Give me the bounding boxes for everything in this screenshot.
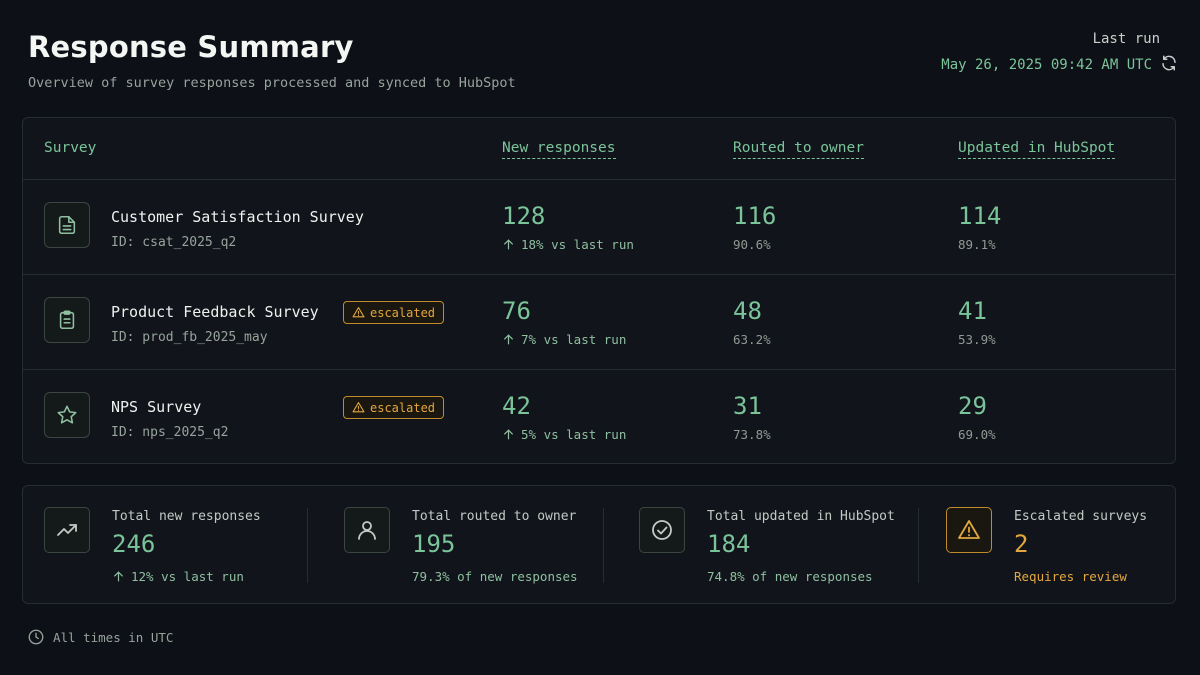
delta-text: 5% vs last run [521, 427, 627, 442]
page-title: Response Summary [28, 30, 354, 64]
survey-id: ID: prod_fb_2025_may [111, 330, 268, 345]
updated-value: 41 [958, 297, 987, 325]
survey-id: ID: csat_2025_q2 [111, 235, 237, 250]
summary-value: 246 [112, 530, 156, 558]
badge-label: escalated [370, 400, 436, 415]
arrow-up-icon [504, 334, 513, 345]
divider [918, 508, 919, 583]
summary-label: Escalated surveys [1014, 509, 1148, 524]
new-responses-delta: 18% vs last run [502, 237, 634, 252]
totals-summary: Total new responses 246 12% vs last run … [22, 485, 1176, 604]
survey-name: Customer Satisfaction Survey [111, 208, 364, 226]
warning-icon [352, 402, 365, 413]
summary-total-routed: Total routed to owner 195 79.3% of new r… [344, 486, 604, 605]
summary-value: 2 [1014, 530, 1029, 558]
star-icon [44, 392, 90, 438]
table-row[interactable]: Customer Satisfaction Survey ID: csat_20… [23, 180, 1175, 275]
summary-total-new: Total new responses 246 12% vs last run [44, 486, 304, 605]
summary-value: 184 [707, 530, 751, 558]
updated-percent: 53.9% [958, 332, 996, 347]
last-run-label: Last run [1092, 31, 1160, 47]
survey-table: Survey New responses Routed to owner Upd… [22, 117, 1176, 464]
survey-name: NPS Survey [111, 398, 202, 416]
summary-sub-text: 12% vs last run [131, 569, 244, 584]
arrow-up-icon [504, 239, 513, 250]
routed-value: 48 [733, 297, 762, 325]
updated-value: 29 [958, 392, 987, 420]
summary-label: Total new responses [112, 509, 261, 524]
last-run-timestamp: May 26, 2025 09:42 AM UTC [941, 57, 1152, 73]
table-row[interactable]: Product Feedback Survey ID: prod_fb_2025… [23, 275, 1175, 370]
last-run-time: May 26, 2025 09:42 AM UTC [941, 54, 1178, 76]
warning-icon [946, 507, 992, 553]
summary-sub: 79.3% of new responses [412, 569, 578, 584]
column-header-routed-to-owner[interactable]: Routed to owner [733, 140, 864, 159]
delta-text: 18% vs last run [521, 237, 634, 252]
refresh-icon[interactable] [1160, 54, 1178, 76]
summary-value: 195 [412, 530, 456, 558]
new-responses-delta: 7% vs last run [502, 332, 626, 347]
page-subtitle: Overview of survey responses processed a… [28, 75, 516, 91]
column-header-survey: Survey [44, 140, 97, 156]
summary-sub[interactable]: Requires review [1014, 569, 1127, 584]
updated-percent: 89.1% [958, 237, 996, 252]
table-header: Survey New responses Routed to owner Upd… [23, 118, 1175, 180]
survey-name: Product Feedback Survey [111, 303, 319, 321]
escalated-badge: escalated [343, 396, 445, 419]
survey-id: ID: nps_2025_q2 [111, 425, 229, 440]
trend-up-icon [44, 507, 90, 553]
arrow-up-icon [504, 429, 513, 440]
routed-value: 116 [733, 202, 777, 230]
summary-sub: 74.8% of new responses [707, 569, 873, 584]
check-circle-icon [639, 507, 685, 553]
column-header-updated-in-hubspot[interactable]: Updated in HubSpot [958, 140, 1116, 159]
badge-label: escalated [370, 305, 436, 320]
summary-escalated: Escalated surveys 2 Requires review [946, 486, 1166, 605]
routed-percent: 63.2% [733, 332, 771, 347]
clipboard-icon [44, 297, 90, 343]
routed-percent: 73.8% [733, 427, 771, 442]
routed-percent: 90.6% [733, 237, 771, 252]
escalated-badge: escalated [343, 301, 445, 324]
divider [307, 508, 308, 583]
document-icon [44, 202, 90, 248]
timezone-text: All times in UTC [53, 629, 174, 645]
summary-label: Total updated in HubSpot [707, 509, 895, 524]
routed-value: 31 [733, 392, 762, 420]
new-responses-value: 76 [502, 297, 531, 325]
warning-icon [352, 307, 365, 318]
summary-sub: 12% vs last run [112, 569, 244, 584]
timezone-note: All times in UTC [27, 628, 173, 646]
new-responses-value: 42 [502, 392, 531, 420]
arrow-up-icon [114, 571, 123, 582]
new-responses-value: 128 [502, 202, 546, 230]
delta-text: 7% vs last run [521, 332, 627, 347]
updated-value: 114 [958, 202, 1002, 230]
user-icon [344, 507, 390, 553]
summary-label: Total routed to owner [412, 509, 577, 524]
table-row[interactable]: NPS Survey ID: nps_2025_q2 escalated 42 … [23, 370, 1175, 463]
divider [603, 508, 604, 583]
new-responses-delta: 5% vs last run [502, 427, 626, 442]
column-header-new-responses[interactable]: New responses [502, 140, 616, 159]
clock-icon [28, 629, 44, 645]
summary-total-updated: Total updated in HubSpot 184 74.8% of ne… [639, 486, 909, 605]
updated-percent: 69.0% [958, 427, 996, 442]
